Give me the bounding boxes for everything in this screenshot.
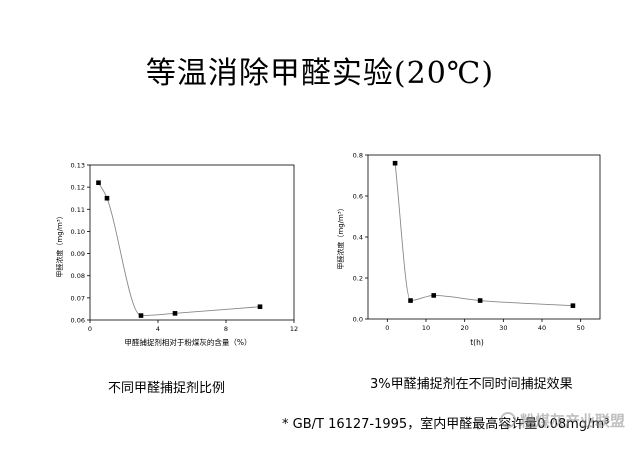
chart0-plot-frame bbox=[89, 164, 295, 321]
chart0-data-point bbox=[172, 311, 178, 316]
chart0-ytick-label: 0.09 bbox=[71, 250, 85, 258]
slide-title: 等温消除甲醛实验(20℃) bbox=[145, 56, 495, 91]
chart0-data-point bbox=[96, 180, 101, 186]
chart1-ytick-label: 0.2 bbox=[353, 275, 363, 283]
chart0-fit-curve bbox=[98, 182, 261, 317]
chart-left-ratio: 0.06 0.07 0.08 0.09 0.10 0.11 0.12 0.13 0 4 8 12 甲醛捕… bbox=[55, 162, 298, 348]
chart0-xtick-label: 8 bbox=[224, 325, 228, 333]
chart0-ytick-label: 0.07 bbox=[71, 294, 85, 302]
watermark-text: 粉煤灰产业联盟 bbox=[520, 411, 626, 430]
chart1-fit-curve bbox=[394, 163, 573, 307]
chart0-data-point bbox=[257, 304, 263, 310]
chart1-xtick-label: 20 bbox=[461, 324, 469, 332]
chart0-ytick-label: 0.12 bbox=[71, 184, 85, 192]
chart0-data-point bbox=[104, 195, 110, 201]
chart0-xtick-label: 0 bbox=[88, 325, 92, 333]
chart1-xtick-label: 30 bbox=[499, 324, 507, 332]
chart1-data-point bbox=[431, 293, 437, 298]
chart1-ytick-label: 0.6 bbox=[353, 193, 363, 201]
footnote: * GB/T 16127-1995，室内甲醛最高容许量0.08mg/m³ bbox=[282, 417, 610, 432]
chart-right-time: 0.0 0.2 0.4 0.6 0.8 0 10 20 30 40 50 t(h) 甲醛浓度（mg/m³… bbox=[336, 152, 601, 347]
chart1-y-axis-label: 甲醛浓度（mg/m³） bbox=[336, 204, 345, 269]
chart0-xtick-label: 4 bbox=[156, 325, 160, 333]
chart1-data-point bbox=[392, 160, 398, 166]
caption-right: 3%甲醛捕捉剂在不同时间捕捉效果 bbox=[370, 377, 573, 392]
chart0-x-axis-label: 甲醛捕捉剂相对于粉煤灰的含量（%） bbox=[124, 337, 251, 347]
chart1-plot-frame bbox=[367, 154, 601, 320]
chart1-xtick-label: 0 bbox=[385, 324, 389, 332]
chart1-x-axis-label: t(h) bbox=[470, 338, 484, 347]
chart1-xtick-label: 40 bbox=[538, 324, 546, 332]
chart1-xtick-label: 50 bbox=[577, 324, 585, 332]
chart0-ytick-label: 0.08 bbox=[71, 272, 85, 280]
chart1-ytick-label: 0.8 bbox=[353, 152, 363, 160]
chart1-ytick-label: 0.0 bbox=[353, 316, 363, 324]
watermark-logo-icon bbox=[500, 412, 516, 428]
chart0-xtick-label: 12 bbox=[290, 325, 298, 333]
chart0-ytick-label: 0.06 bbox=[71, 317, 85, 325]
chart0-ytick-label: 0.11 bbox=[71, 206, 85, 214]
chart1-ytick-label: 0.4 bbox=[353, 234, 363, 242]
chart1-data-point bbox=[570, 303, 576, 308]
chart1-xtick-label: 10 bbox=[422, 324, 430, 332]
chart0-ytick-label: 0.10 bbox=[71, 228, 85, 236]
chart1-data-point bbox=[477, 298, 483, 303]
watermark: 粉煤灰产业联盟 bbox=[500, 408, 632, 432]
caption-left: 不同甲醛捕捉剂比例 bbox=[108, 381, 226, 396]
chart1-data-point bbox=[408, 298, 413, 303]
chart0-data-point bbox=[138, 313, 144, 318]
chart0-ytick-label: 0.13 bbox=[71, 162, 85, 170]
chart0-y-axis-label: 甲醛浓度（mg/m³） bbox=[55, 212, 64, 277]
